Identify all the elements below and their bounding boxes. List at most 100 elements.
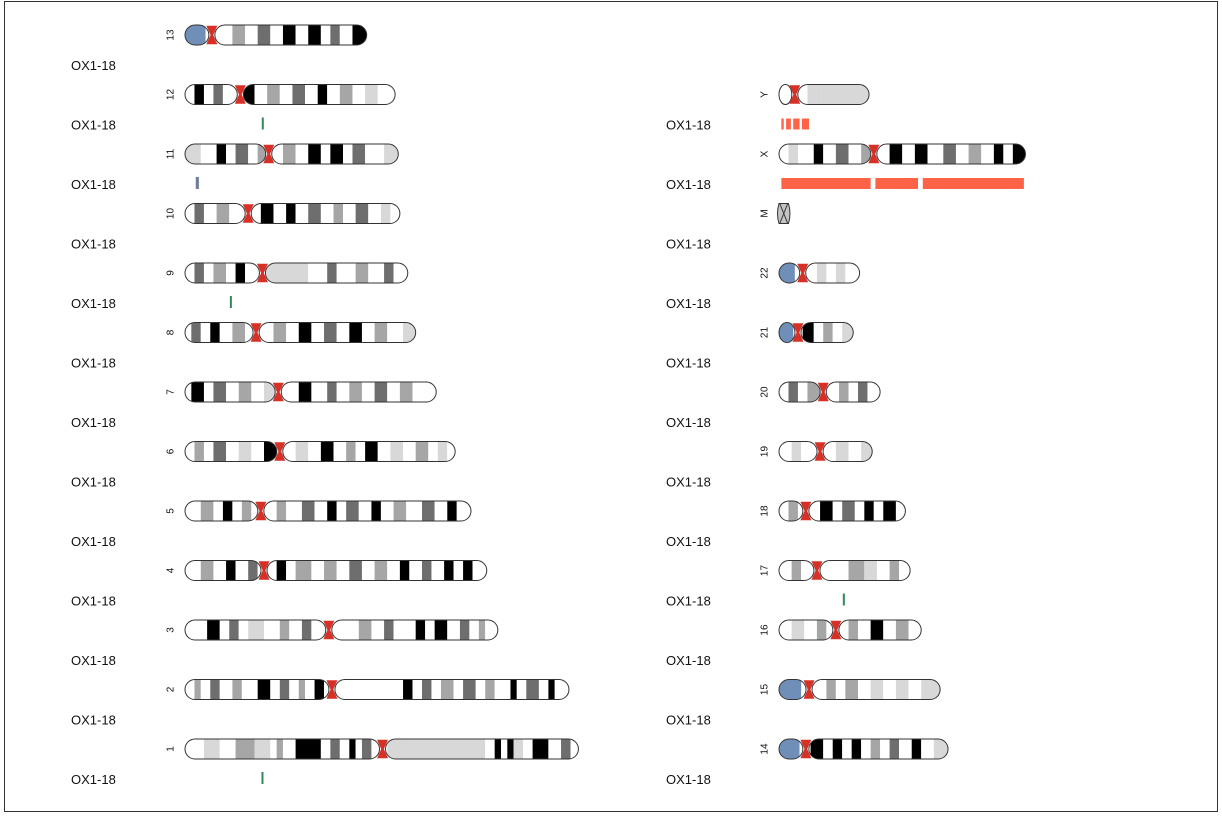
cytoband <box>298 322 312 343</box>
cytoband <box>245 25 258 45</box>
sample-label: OX1-18 <box>666 594 711 609</box>
chromosome-name: 4 <box>166 567 177 573</box>
cytoband <box>434 501 448 521</box>
sample-label: OX1-18 <box>71 713 116 728</box>
cytoband <box>513 739 524 759</box>
cytoband <box>245 263 260 283</box>
cytoband <box>538 679 549 700</box>
cytoband <box>801 441 817 462</box>
cytoband <box>848 382 858 402</box>
cytoband <box>308 25 321 45</box>
cytoband <box>276 739 283 759</box>
cytoband <box>826 620 833 640</box>
cytoband <box>355 203 369 224</box>
cytoband <box>279 620 290 640</box>
cytoband <box>320 441 334 462</box>
cytoband <box>384 263 394 283</box>
cytoband <box>797 84 808 105</box>
cytoband <box>485 620 498 640</box>
chromosome-name: 19 <box>760 446 771 458</box>
cytoband <box>968 144 982 164</box>
centromere <box>263 144 275 164</box>
segment-gain <box>875 178 919 189</box>
p-arm-outline <box>778 381 821 403</box>
centromere <box>792 323 804 342</box>
p-arm-outline <box>184 322 254 343</box>
chromosome-m: M OX1-18 <box>666 203 791 252</box>
cytoband <box>210 322 220 343</box>
chromosome-name: 21 <box>760 327 771 339</box>
cytoband <box>305 679 315 700</box>
cytoband <box>298 679 306 700</box>
cytoband <box>194 263 204 283</box>
chromosome-name: 12 <box>166 89 177 101</box>
cytoband <box>911 739 922 759</box>
segment-loss <box>229 296 232 308</box>
q-arm-outline <box>808 738 949 760</box>
chromosome-name: 14 <box>760 743 771 755</box>
chromosome-name: 6 <box>166 448 177 454</box>
cytoband <box>463 560 473 581</box>
cytoband <box>308 144 321 164</box>
cytoband <box>282 441 296 462</box>
cytoband <box>336 322 350 343</box>
cytoband <box>301 501 315 521</box>
cytoband <box>393 501 407 521</box>
cytoband <box>861 739 871 759</box>
cytoband <box>219 620 230 640</box>
sample-label: OX1-18 <box>71 534 116 549</box>
cytoband <box>185 679 195 700</box>
cytoband <box>779 144 789 164</box>
cytoband <box>472 560 487 581</box>
chromosome-21: 21 OX1-18 <box>666 322 854 371</box>
cytoband <box>422 560 432 581</box>
cytoband <box>276 560 287 581</box>
cytoband <box>788 144 798 164</box>
cytoband <box>203 263 214 283</box>
q-arm-outline <box>282 441 456 462</box>
cytoband <box>282 263 309 283</box>
sample-label: OX1-18 <box>666 772 711 787</box>
centromere <box>800 501 812 521</box>
q-arm-outline <box>250 203 401 224</box>
cytoband <box>889 739 900 759</box>
cytoband <box>279 84 293 105</box>
q-arm-outline <box>271 143 399 165</box>
cytoband <box>835 263 846 283</box>
cytoband <box>226 560 236 581</box>
cytoband <box>336 501 347 521</box>
cytoband <box>526 679 539 700</box>
cytoband <box>203 203 217 224</box>
cytoband <box>851 739 862 759</box>
cytoband <box>311 620 326 640</box>
cytoband <box>339 25 353 45</box>
cytoband <box>219 739 236 759</box>
cytoband <box>257 560 261 581</box>
cytoband <box>264 501 277 521</box>
cytoband <box>264 620 280 640</box>
cytoband <box>459 620 470 640</box>
cytoband <box>267 560 277 581</box>
cytoband <box>320 25 331 45</box>
cytoband <box>314 501 328 521</box>
cytoband <box>823 322 833 343</box>
cytoband <box>317 84 328 105</box>
cytoband <box>858 679 871 700</box>
cytoband <box>393 620 416 640</box>
sample-label: OX1-18 <box>71 58 116 73</box>
cytoband <box>257 144 266 164</box>
cytoband <box>428 441 438 462</box>
cytoband <box>200 144 217 164</box>
cytoband <box>185 739 204 759</box>
cytoband <box>826 263 836 283</box>
cytoband <box>352 144 366 164</box>
cytoband <box>343 203 356 224</box>
q-arm-outline <box>214 24 368 46</box>
cytoband <box>816 263 827 283</box>
chromosome-name: 18 <box>760 505 771 517</box>
cytoband <box>213 441 227 462</box>
cytoband <box>229 620 239 640</box>
segment-gain <box>786 118 791 130</box>
cytoband <box>335 679 404 700</box>
cytoband <box>235 263 246 283</box>
